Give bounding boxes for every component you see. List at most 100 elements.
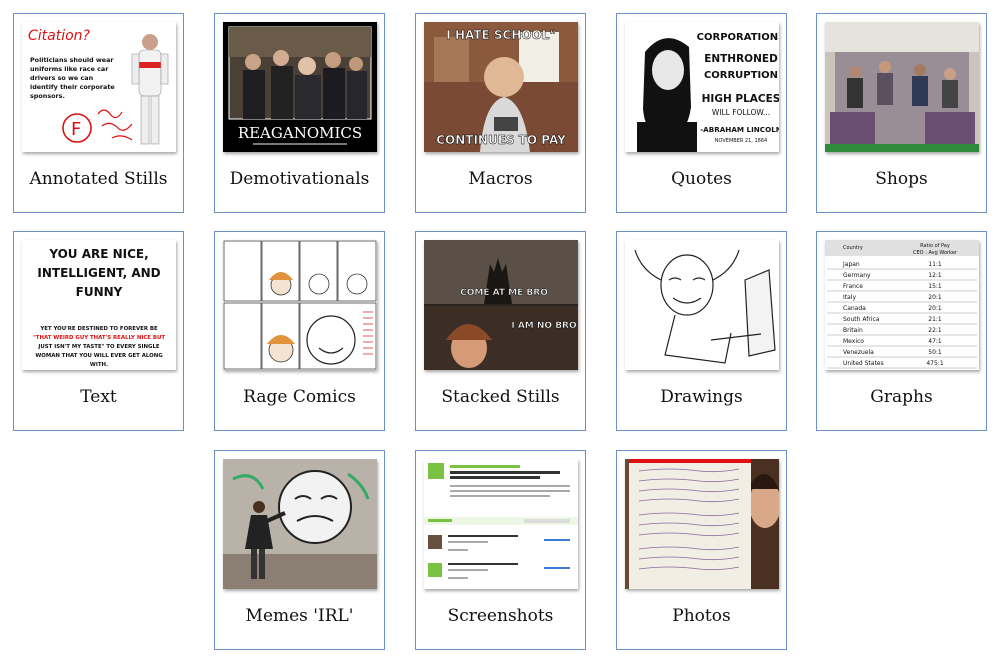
stacked-stills-thumbnail[interactable]: COME AT ME BRO I AM NO BRO — [424, 240, 578, 370]
graph-country-cell: United States — [843, 360, 884, 367]
tile-label: Annotated Stills — [29, 169, 168, 189]
tile-graphs[interactable]: Country Ratio of Pay CEO : Avg Worker Ja… — [816, 231, 987, 431]
screenshots-thumbnail[interactable] — [424, 459, 578, 589]
tile-stacked-stills[interactable]: COME AT ME BRO I AM NO BRO Stacked Still… — [415, 231, 586, 431]
rage-comics-thumbnail[interactable] — [223, 240, 377, 370]
graph-ratio-cell: 20:1 — [928, 305, 942, 312]
tile-macros[interactable]: I HATE SCHOOL" CONTINUES TO PAY Macros — [415, 13, 586, 213]
stacked-stills-image: COME AT ME BRO I AM NO BRO — [424, 240, 578, 370]
drawings-thumbnail[interactable] — [625, 240, 779, 370]
graph-country-cell: France — [843, 283, 863, 290]
graph-country-cell: Italy — [843, 294, 856, 301]
tile-demotivationals[interactable]: REAGANOMICS Demotivationals — [214, 13, 385, 213]
still-caption-line: identify their corporate — [30, 83, 115, 91]
graph-country-cell: Japan — [842, 261, 860, 268]
graph-ratio-cell: 50:1 — [928, 349, 942, 356]
quote-line: HIGH PLACES — [702, 93, 779, 105]
macros-thumbnail[interactable]: I HATE SCHOOL" CONTINUES TO PAY — [424, 22, 578, 152]
tile-label: Stacked Stills — [441, 387, 560, 407]
tile-label: Screenshots — [447, 606, 554, 626]
tile-screenshots[interactable]: Screenshots — [415, 450, 586, 650]
demotivationals-thumbnail[interactable]: REAGANOMICS — [223, 22, 377, 152]
graph-ratio-cell: 21:1 — [928, 316, 942, 323]
text-meme-line: INTELLIGENT, AND — [37, 266, 160, 280]
graphs-image: Country Ratio of Pay CEO : Avg Worker Ja… — [825, 240, 979, 370]
tile-label: Graphs — [870, 387, 933, 407]
demotivationals-image: REAGANOMICS — [223, 22, 377, 152]
text-meme-line: WOMAN THAT YOU WILL EVER GET ALONG — [35, 353, 163, 359]
text-meme-line: JUST ISN'T MY TASTE" TO EVERY SINGLE — [37, 344, 159, 350]
shops-thumbnail[interactable] — [825, 22, 979, 152]
graph-col-country: Country — [843, 245, 863, 251]
macro-top-text: I HATE SCHOOL" — [446, 28, 555, 42]
screenshots-image — [424, 459, 578, 589]
text-meme-line: "THAT WEIRD GUY THAT'S REALLY NICE BUT — [33, 335, 165, 341]
text-meme-line: YOU ARE NICE, — [48, 247, 148, 261]
graph-ratio-cell: 475:1 — [926, 360, 943, 367]
tile-label: Photos — [672, 606, 731, 626]
tile-label: Drawings — [660, 387, 743, 407]
graph-country-cell: Venezuela — [843, 349, 874, 356]
graph-country-cell: Mexico — [843, 338, 864, 345]
annotated-stills-image: Citation? Politicians should wear unifor… — [22, 22, 176, 152]
photos-thumbnail[interactable] — [625, 459, 779, 589]
text-meme-line: FUNNY — [76, 285, 123, 299]
tile-drawings[interactable]: Drawings — [616, 231, 787, 431]
drawings-image — [625, 240, 779, 370]
tile-text[interactable]: YOU ARE NICE, INTELLIGENT, AND FUNNY YET… — [13, 231, 184, 431]
graph-ratio-cell: 11:1 — [928, 261, 942, 268]
tile-photos[interactable]: Photos — [616, 450, 787, 650]
graph-ratio-cell: 15:1 — [928, 283, 942, 290]
annotated-stills-thumbnail[interactable]: Citation? Politicians should wear unifor… — [22, 22, 176, 152]
quotes-image: CORPORATIONS ENTHRONED CORRUPTION HIGH P… — [625, 22, 779, 152]
quote-line: ENTHRONED — [704, 53, 778, 65]
quote-line: CORPORATIONS — [697, 32, 779, 43]
graph-col-ratio-sub: CEO : Avg Worker — [913, 250, 958, 256]
still-caption-line: sponsors. — [30, 92, 65, 100]
tile-label: Memes 'IRL' — [245, 606, 354, 626]
graphs-thumbnail[interactable]: Country Ratio of Pay CEO : Avg Worker Ja… — [825, 240, 979, 370]
graph-country-cell: Canada — [843, 305, 866, 312]
graph-country-cell: Britain — [843, 327, 863, 334]
tile-shops[interactable]: Shops — [816, 13, 987, 213]
graph-ratio-cell: 20:1 — [928, 294, 942, 301]
stacked-bottom-text: I AM NO BRO — [511, 321, 577, 331]
annotation-citation: Citation? — [28, 28, 91, 44]
text-image: YOU ARE NICE, INTELLIGENT, AND FUNNY YET… — [22, 240, 176, 370]
annotation-grade: F — [71, 119, 81, 140]
tile-rage-comics[interactable]: Rage Comics — [214, 231, 385, 431]
tile-label: Macros — [468, 169, 533, 189]
macro-bottom-text: CONTINUES TO PAY — [436, 133, 566, 147]
stacked-top-text: COME AT ME BRO — [460, 288, 548, 298]
rage-comics-image — [223, 240, 377, 370]
tile-quotes[interactable]: CORPORATIONS ENTHRONED CORRUPTION HIGH P… — [616, 13, 787, 213]
text-thumbnail[interactable]: YOU ARE NICE, INTELLIGENT, AND FUNNY YET… — [22, 240, 176, 370]
text-meme-line: WITH. — [90, 362, 108, 368]
text-meme-line: YET YOU'RE DESTINED TO FOREVER BE — [39, 326, 158, 332]
graph-ratio-cell: 47:1 — [928, 338, 942, 345]
quote-line: NOVEMBER 21, 1864 — [715, 138, 767, 144]
shops-image — [825, 22, 979, 152]
photos-image — [625, 459, 779, 589]
quote-line: -ABRAHAM LINCOLN — [700, 125, 779, 134]
graph-ratio-cell: 22:1 — [928, 327, 942, 334]
tile-memes-irl[interactable]: Memes 'IRL' — [214, 450, 385, 650]
graph-country-cell: Germany — [843, 272, 871, 279]
demotivational-title: REAGANOMICS — [238, 124, 362, 142]
still-caption-line: uniforms like race car — [30, 65, 109, 73]
tile-label: Text — [80, 387, 117, 407]
graph-col-ratio: Ratio of Pay — [920, 243, 950, 249]
tile-label: Quotes — [671, 169, 732, 189]
tile-label: Demotivationals — [229, 169, 370, 189]
tile-annotated-stills[interactable]: Citation? Politicians should wear unifor… — [13, 13, 184, 213]
quotes-thumbnail[interactable]: CORPORATIONS ENTHRONED CORRUPTION HIGH P… — [625, 22, 779, 152]
still-caption-line: drivers so we can — [30, 74, 94, 82]
memes-irl-thumbnail[interactable] — [223, 459, 377, 589]
quote-line: CORRUPTION — [704, 70, 778, 81]
tile-label: Shops — [875, 169, 928, 189]
tile-label: Rage Comics — [243, 387, 356, 407]
graph-country-cell: South Africa — [843, 316, 880, 323]
quote-line: WILL FOLLOW... — [712, 108, 770, 117]
graph-ratio-cell: 12:1 — [928, 272, 942, 279]
memes-irl-image — [223, 459, 377, 589]
